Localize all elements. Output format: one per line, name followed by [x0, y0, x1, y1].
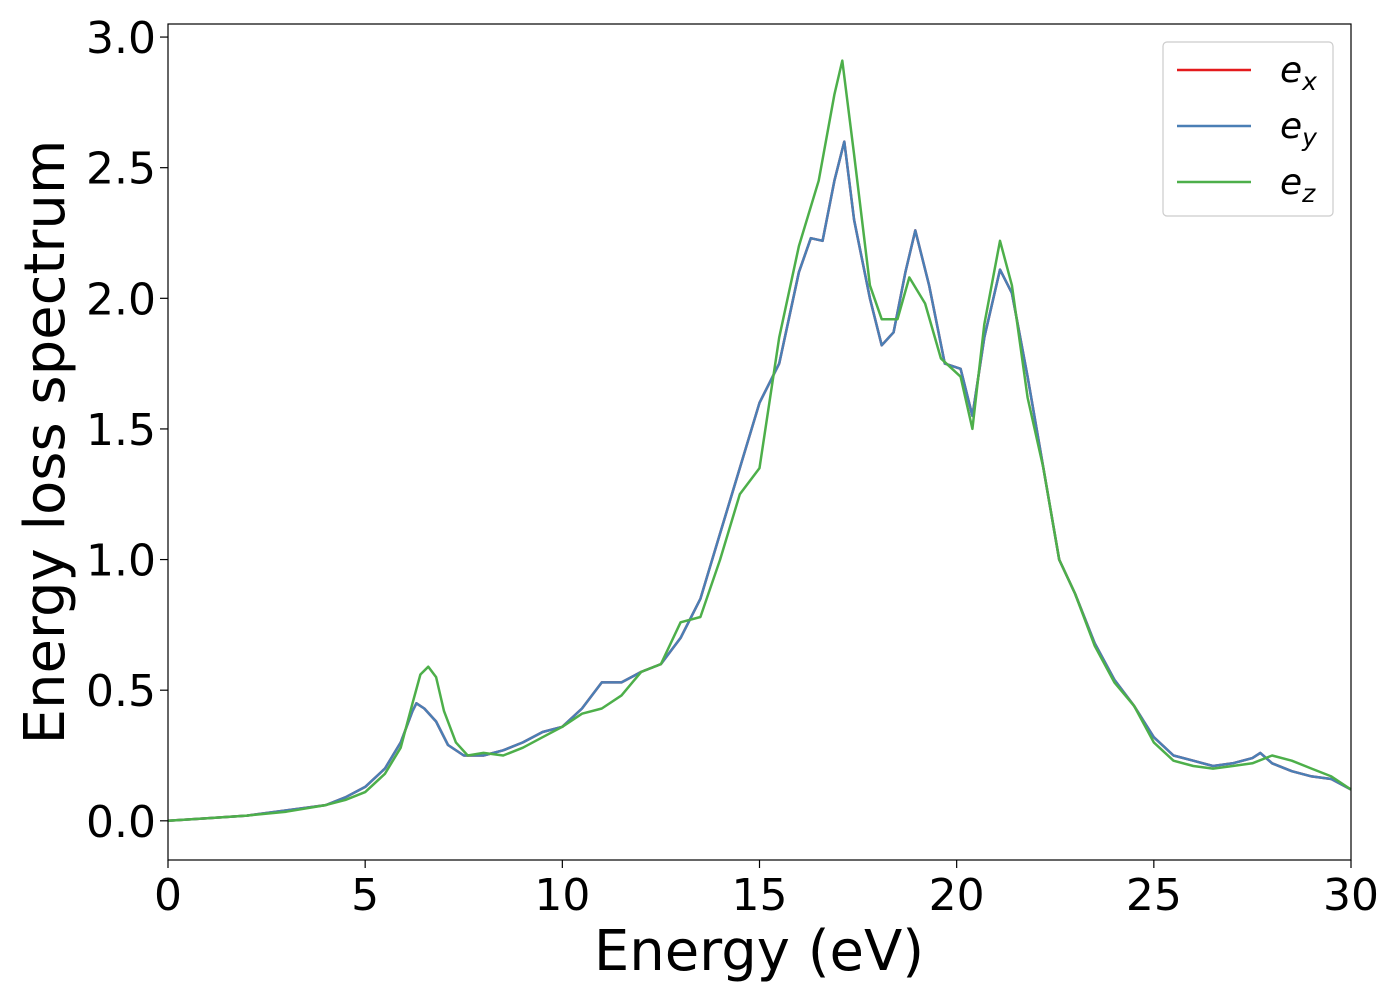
- x-tick-label: 20: [929, 870, 985, 921]
- series-line-ey: [167, 140, 1352, 823]
- x-tick-label: 5: [351, 870, 379, 921]
- y-axis-title: Energy loss spectrum: [13, 140, 78, 745]
- y-tick-label: 0.0: [86, 797, 156, 848]
- legend-label-ez: ez: [1280, 162, 1316, 208]
- y-tick-label: 3.0: [86, 13, 156, 64]
- legend-box: [1162, 41, 1334, 217]
- y-tick-label: 2.0: [86, 274, 156, 325]
- x-tick-label: 0: [154, 870, 182, 921]
- y-axis-ticks: 0.0 0.5 1.0 1.5 2.0 2.5 3.0: [86, 13, 168, 848]
- y-tick-label: 1.5: [86, 405, 156, 456]
- series-layer: [167, 59, 1352, 823]
- series-line-ez: [167, 59, 1352, 823]
- plot-area: [168, 24, 1351, 860]
- x-tick-label: 25: [1126, 870, 1182, 921]
- y-tick-label: 2.5: [86, 144, 156, 195]
- legend-label-ex: ex: [1280, 50, 1317, 96]
- y-tick-label: 0.5: [86, 666, 156, 717]
- legend-label-ey: ey: [1280, 106, 1318, 152]
- x-axis-ticks: 0 5 10 15 20 25 30: [154, 860, 1379, 921]
- legend: ex ey ez: [1162, 41, 1334, 217]
- x-axis-title: Energy (eV): [594, 919, 924, 984]
- x-tick-label: 15: [732, 870, 788, 921]
- x-tick-label: 10: [534, 870, 590, 921]
- x-tick-label: 30: [1323, 870, 1379, 921]
- y-tick-label: 1.0: [86, 536, 156, 587]
